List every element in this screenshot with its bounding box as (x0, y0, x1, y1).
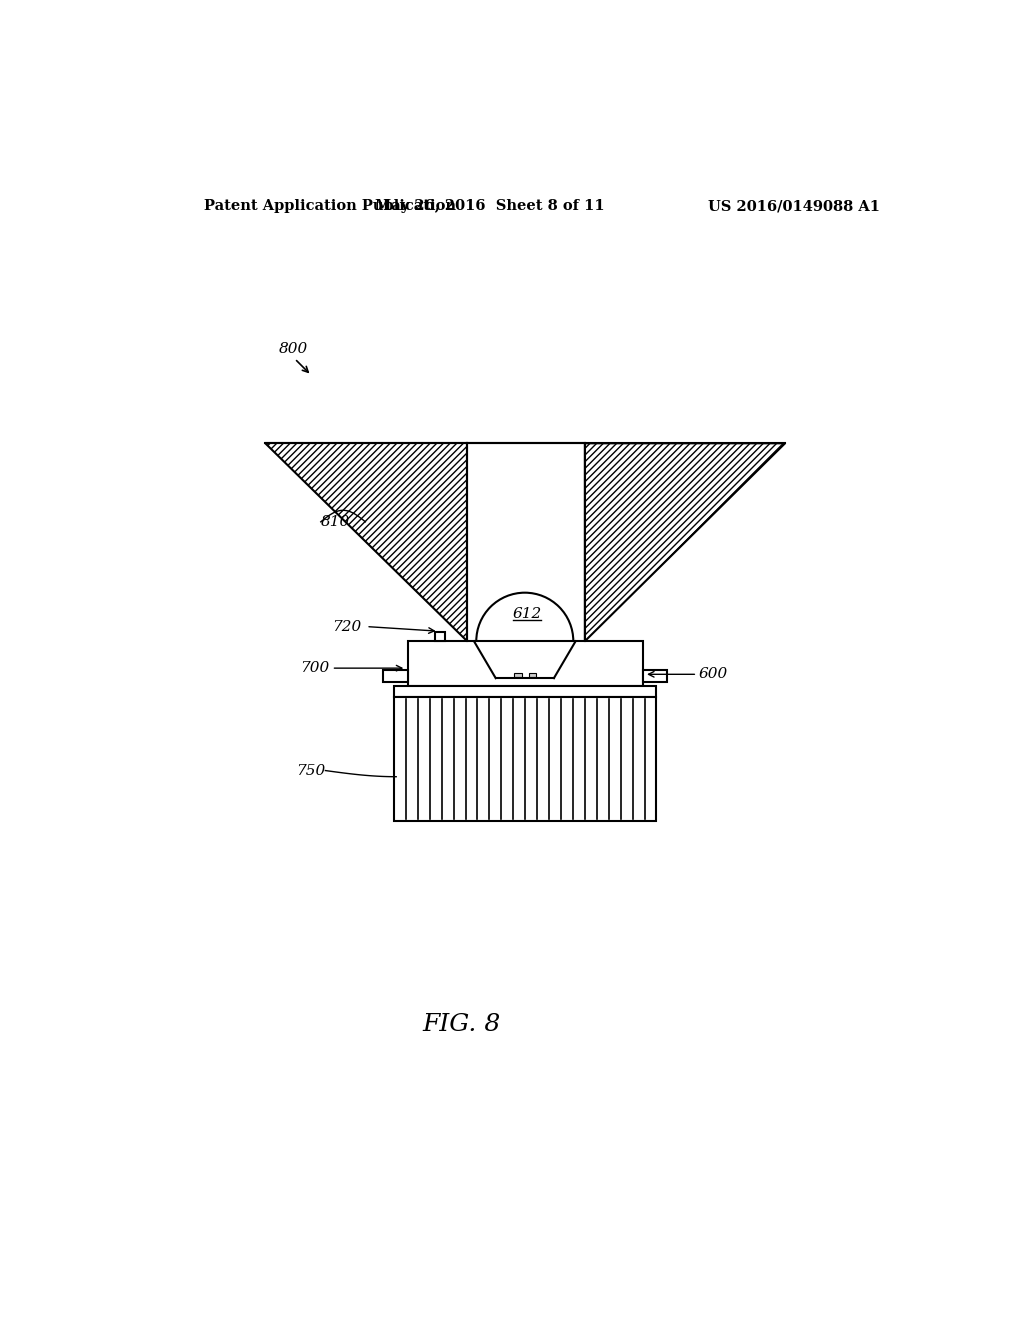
Text: 700: 700 (300, 661, 330, 675)
Text: FIG. 8: FIG. 8 (423, 1014, 501, 1036)
Bar (383, 669, 408, 682)
Bar (394, 697, 656, 821)
Text: US 2016/0149088 A1: US 2016/0149088 A1 (709, 199, 881, 213)
Text: 600: 600 (698, 668, 728, 681)
Text: 612: 612 (512, 607, 542, 622)
Bar (435, 632, 445, 642)
Text: May 26, 2016  Sheet 8 of 11: May 26, 2016 Sheet 8 of 11 (376, 199, 605, 213)
Bar (643, 669, 668, 682)
Bar (514, 673, 521, 677)
Text: 810: 810 (321, 515, 350, 529)
Bar (394, 686, 656, 697)
Text: 720: 720 (333, 619, 361, 634)
Bar (528, 673, 537, 677)
Polygon shape (585, 444, 785, 642)
Bar (408, 642, 643, 686)
Polygon shape (265, 444, 467, 642)
Text: Patent Application Publication: Patent Application Publication (204, 199, 456, 213)
Text: 800: 800 (280, 342, 308, 356)
Text: 750: 750 (296, 763, 326, 777)
